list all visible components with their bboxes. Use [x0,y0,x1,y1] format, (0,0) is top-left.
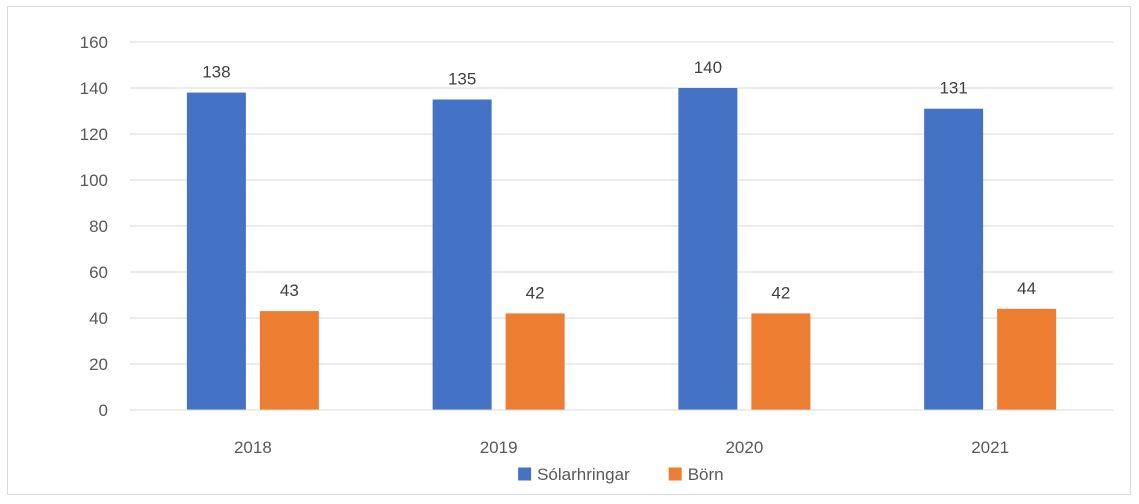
bar-series-2-2020 [751,313,811,410]
x-category-label: 2019 [480,438,518,457]
y-tick-label: 160 [80,33,108,52]
bar-series-1-2021 [924,108,984,410]
bar-series-1-2018 [186,92,246,410]
data-label: 140 [694,58,722,77]
y-tick-label: 0 [99,401,108,420]
y-tick-label: 20 [89,355,108,374]
y-tick-label: 140 [80,79,108,98]
bar-series-2-2019 [505,313,565,410]
data-label: 138 [202,63,230,82]
bar-series-2-2021 [997,308,1057,410]
legend: Sólarhringar Börn [518,465,724,484]
bar-series-1-2020 [678,88,738,410]
y-tick-label: 60 [89,263,108,282]
bar-series-1-2019 [432,99,492,410]
legend-swatch [518,467,532,481]
y-tick-label: 120 [80,125,108,144]
x-category-label: 2020 [725,438,763,457]
legend-label: Sólarhringar [537,465,630,484]
data-label: 44 [1017,279,1036,298]
data-label: 42 [771,283,790,302]
bars [186,88,1057,410]
y-axis-tick-labels: 0 20 40 60 80 100 120 140 160 [80,33,108,420]
data-label: 135 [448,70,476,89]
data-labels: 138 43 135 42 140 42 131 44 [202,58,1036,302]
y-tick-label: 80 [89,217,108,236]
legend-swatch [668,467,682,481]
x-axis-category-labels: 2018 2019 2020 2021 [234,438,1009,457]
x-category-label: 2018 [234,438,272,457]
legend-label: Börn [688,465,724,484]
data-label: 131 [939,79,967,98]
x-category-label: 2021 [971,438,1009,457]
y-tick-label: 40 [89,309,108,328]
y-tick-label: 100 [80,171,108,190]
data-label: 43 [280,281,299,300]
bar-series-2-2018 [259,311,319,410]
data-label: 42 [526,283,545,302]
